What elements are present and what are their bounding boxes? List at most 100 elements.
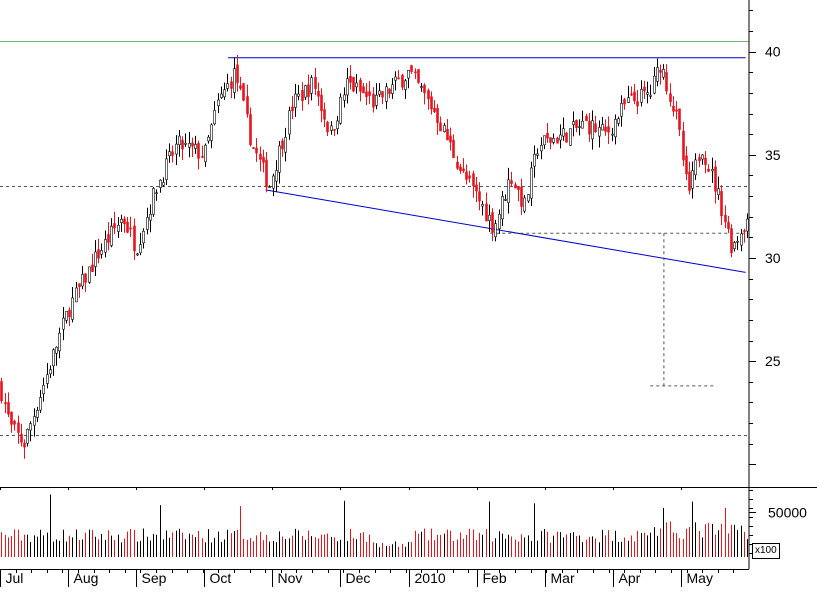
candle-body <box>201 156 204 158</box>
candle-body <box>410 65 413 72</box>
candle-body <box>13 420 16 425</box>
candle-body <box>678 108 681 130</box>
candle-body <box>578 126 581 128</box>
candle-body <box>139 244 142 254</box>
candle-body <box>491 212 494 233</box>
candle-body <box>171 151 174 156</box>
candle-body <box>336 120 339 129</box>
candle-body <box>452 139 455 158</box>
candle-body <box>517 186 520 190</box>
candle-body <box>204 144 207 163</box>
candle-body <box>304 85 307 98</box>
candle-body <box>394 76 397 81</box>
candle-body <box>29 423 32 431</box>
candle-body <box>110 225 113 246</box>
candle-body <box>65 310 68 321</box>
candle-body <box>698 157 701 162</box>
candle-body <box>682 130 685 161</box>
candle-body <box>439 122 442 132</box>
candle-body <box>746 218 749 232</box>
candle-body <box>168 151 171 157</box>
candle-body <box>536 153 539 156</box>
candle-body <box>146 217 149 230</box>
candle-body <box>81 274 84 287</box>
candle-body <box>317 90 320 97</box>
candle-body <box>142 230 145 244</box>
candle-body <box>446 129 449 141</box>
candle-body <box>559 134 562 141</box>
x-tick-label: Dec <box>346 570 371 586</box>
candle-body <box>562 128 565 137</box>
candle-body <box>736 240 739 243</box>
candle-body <box>640 89 643 103</box>
x-tick-label: Apr <box>619 570 641 586</box>
candle-body <box>100 250 103 255</box>
candle-body <box>520 186 523 207</box>
candle-body <box>94 251 97 267</box>
candle-body <box>352 76 355 92</box>
candle-body <box>39 397 42 411</box>
candle-body <box>343 94 346 101</box>
candle-body <box>433 107 436 113</box>
candle-body <box>575 120 578 128</box>
candle-body <box>236 64 239 83</box>
candle-body <box>656 67 659 82</box>
candle-body <box>297 93 300 97</box>
candle-body <box>197 143 200 159</box>
annotation-segment <box>265 189 746 273</box>
candle-body <box>711 169 714 172</box>
candle-body <box>314 77 317 89</box>
candle-body <box>320 94 323 111</box>
candle-body <box>472 173 475 186</box>
candle-body <box>378 90 381 95</box>
candle-body <box>88 266 91 283</box>
candle-body <box>33 416 36 426</box>
candle-body <box>588 121 591 135</box>
candle-body <box>226 83 229 89</box>
candle-body <box>126 221 129 233</box>
candle-body <box>388 88 391 94</box>
candle-body <box>672 106 675 112</box>
candle-body <box>630 93 633 96</box>
candle-body <box>68 309 71 318</box>
candle-body <box>633 91 636 102</box>
candle-body <box>107 234 110 243</box>
axis-labels: 25 30 35 40 Jul Aug Sep Oct Nov Dec 2010 Feb Mar Apr M… <box>6 44 808 586</box>
candle-body <box>310 77 313 94</box>
candle-body <box>42 385 45 395</box>
candle-body <box>481 204 484 207</box>
candle-body <box>291 106 294 112</box>
candle-body <box>485 203 488 222</box>
candle-body <box>307 84 310 97</box>
candle-body <box>10 411 13 425</box>
candle-body <box>611 133 614 136</box>
candle-body <box>653 75 656 94</box>
candle-body <box>288 110 291 135</box>
candle-body <box>720 191 723 217</box>
candle-body <box>175 143 178 155</box>
y-tick-label: 40 <box>765 44 781 60</box>
candle-body <box>436 107 439 123</box>
y-tick-label: 25 <box>765 353 781 369</box>
x-tick-label: Feb <box>483 570 507 586</box>
candle-body <box>104 239 107 253</box>
candle-body <box>268 186 271 188</box>
candle-body <box>181 140 184 150</box>
candle-body <box>443 125 446 132</box>
trend-annotations <box>0 41 749 436</box>
candle-body <box>565 132 568 143</box>
candle-body <box>191 142 194 147</box>
candle-body <box>272 175 275 189</box>
candle-body <box>233 68 236 93</box>
volume-bars <box>1 494 748 557</box>
y-tick-label: 35 <box>765 147 781 163</box>
candle-body <box>420 86 423 88</box>
candle-body <box>556 137 559 144</box>
candle-body <box>401 74 404 88</box>
candle-body <box>278 145 281 173</box>
candle-body <box>184 142 187 145</box>
candle-body <box>349 75 352 83</box>
candle-body <box>36 410 39 418</box>
candle-body <box>75 287 78 303</box>
